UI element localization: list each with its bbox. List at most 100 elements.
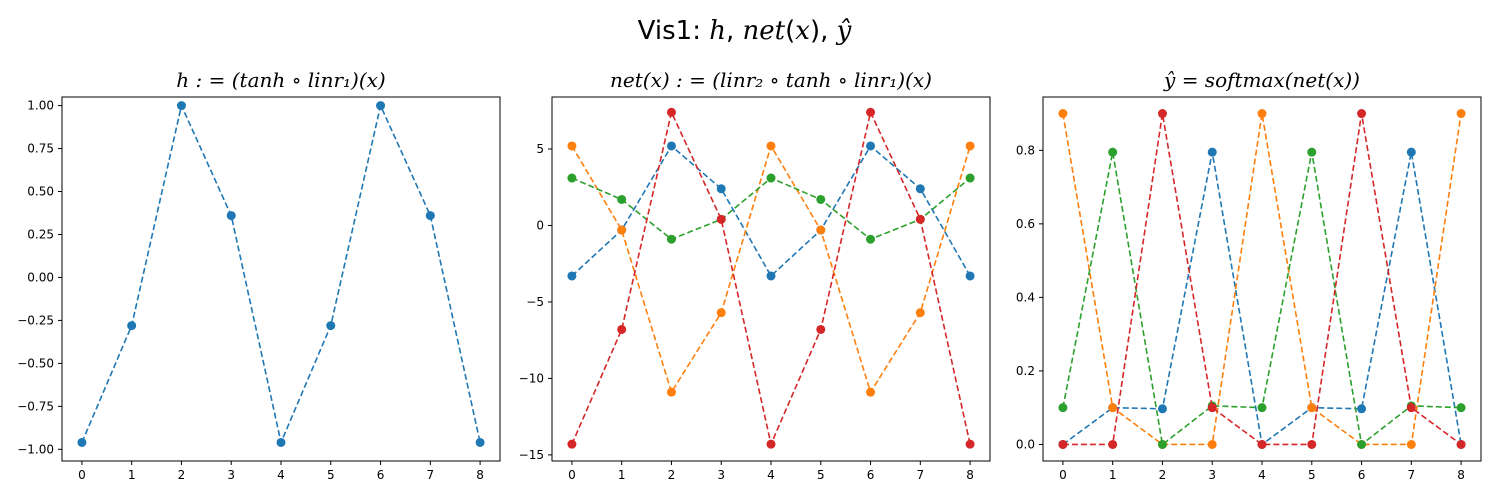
data-point bbox=[1108, 403, 1118, 413]
data-point bbox=[965, 439, 975, 449]
y-tick-label: 5 bbox=[536, 142, 544, 156]
data-point bbox=[666, 387, 676, 397]
data-point bbox=[1257, 403, 1267, 413]
data-point bbox=[915, 184, 925, 194]
data-point bbox=[766, 271, 776, 281]
data-point bbox=[915, 308, 925, 318]
x-tick-label: 2 bbox=[178, 468, 186, 482]
x-tick-label: 8 bbox=[1457, 468, 1465, 482]
data-point bbox=[1157, 109, 1167, 119]
data-point bbox=[965, 141, 975, 151]
x-tick-label: 1 bbox=[618, 468, 626, 482]
data-point bbox=[1157, 439, 1167, 449]
data-point bbox=[127, 321, 137, 331]
data-point bbox=[1357, 404, 1367, 414]
data-point bbox=[617, 324, 627, 334]
data-point bbox=[866, 141, 876, 151]
data-point bbox=[866, 387, 876, 397]
data-point bbox=[1207, 147, 1217, 157]
data-point bbox=[965, 173, 975, 183]
x-tick-label: 7 bbox=[1407, 468, 1415, 482]
data-point bbox=[1456, 439, 1466, 449]
axes-title: net(x) : = (linr₂ ∘ tanh ∘ linr₁)(x) bbox=[610, 68, 932, 92]
x-tick-label: 7 bbox=[916, 468, 924, 482]
data-point bbox=[1406, 439, 1416, 449]
panel-net: net(x) : = (linr₂ ∘ tanh ∘ linr₁)(x) 0 1 2 3… bbox=[519, 68, 991, 482]
data-point bbox=[567, 141, 577, 151]
y-tick-label: 0.0 bbox=[1016, 437, 1035, 451]
data-point bbox=[1108, 439, 1118, 449]
data-point bbox=[915, 214, 925, 224]
data-point bbox=[1257, 439, 1267, 449]
data-point bbox=[1357, 109, 1367, 119]
y-tick-label: −1.00 bbox=[17, 442, 54, 456]
data-point bbox=[617, 225, 627, 235]
x-tick-label: 7 bbox=[426, 468, 434, 482]
data-point bbox=[666, 107, 676, 117]
panel-softmax: ŷ = softmax(net(x)) 0 1 2 3 4 5 6 7 8 0.0 0.2 0.4 0.6… bbox=[1016, 68, 1482, 482]
figure-title: Vis1: h, net(x), ŷ bbox=[638, 16, 852, 46]
x-tick-label: 6 bbox=[1358, 468, 1366, 482]
y-tick-label: 0.2 bbox=[1016, 364, 1035, 378]
data-point bbox=[376, 101, 386, 111]
data-point bbox=[816, 194, 826, 204]
y-tick-label: −5 bbox=[526, 295, 544, 309]
data-point bbox=[176, 101, 186, 111]
x-tick-label: 2 bbox=[668, 468, 676, 482]
x-tick-label: 5 bbox=[817, 468, 825, 482]
x-tick-label: 0 bbox=[568, 468, 576, 482]
data-point bbox=[1257, 109, 1267, 119]
data-point bbox=[716, 184, 726, 194]
y-tick-label: 0.6 bbox=[1016, 217, 1035, 231]
x-tick-label: 3 bbox=[227, 468, 235, 482]
data-point bbox=[766, 439, 776, 449]
x-tick-label: 4 bbox=[767, 468, 775, 482]
data-point bbox=[1307, 403, 1317, 413]
y-tick-label: 0 bbox=[536, 218, 544, 232]
series-line bbox=[1062, 113, 1462, 446]
y-tick-label: −0.25 bbox=[17, 313, 54, 327]
data-point bbox=[666, 234, 676, 244]
data-point bbox=[77, 437, 87, 447]
data-point bbox=[226, 211, 236, 221]
data-point bbox=[567, 271, 577, 281]
y-tick-label: −0.50 bbox=[17, 356, 54, 370]
data-point bbox=[567, 173, 577, 183]
x-tick-label: 1 bbox=[128, 468, 136, 482]
y-tick-label: 0.50 bbox=[27, 185, 54, 199]
x-tick-label: 3 bbox=[717, 468, 725, 482]
data-point bbox=[1456, 403, 1466, 413]
x-tick-label: 8 bbox=[476, 468, 484, 482]
data-point bbox=[475, 437, 485, 447]
x-tick-label: 5 bbox=[1308, 468, 1316, 482]
data-point bbox=[1207, 439, 1217, 449]
y-tick-label: 1.00 bbox=[27, 99, 54, 113]
x-tick-label: 0 bbox=[78, 468, 86, 482]
x-tick-label: 5 bbox=[327, 468, 335, 482]
data-point bbox=[766, 141, 776, 151]
y-tick-label: 0.25 bbox=[27, 227, 54, 241]
data-point bbox=[425, 211, 435, 221]
data-point bbox=[1207, 403, 1217, 413]
data-point bbox=[1157, 404, 1167, 414]
data-point bbox=[617, 194, 627, 204]
data-point bbox=[1456, 109, 1466, 119]
data-point bbox=[766, 173, 776, 183]
x-tick-label: 6 bbox=[867, 468, 875, 482]
data-point bbox=[1108, 147, 1118, 157]
data-point bbox=[1058, 439, 1068, 449]
x-tick-label: 1 bbox=[1109, 468, 1117, 482]
data-point bbox=[1357, 439, 1367, 449]
x-tick-label: 3 bbox=[1208, 468, 1216, 482]
data-point bbox=[1058, 109, 1068, 119]
y-tick-label: −15 bbox=[519, 448, 544, 462]
data-point bbox=[716, 308, 726, 318]
data-point bbox=[866, 234, 876, 244]
axes-title: h : = (tanh ∘ linr₁)(x) bbox=[176, 68, 385, 92]
y-tick-label: −10 bbox=[519, 371, 544, 385]
y-tick-label: 0.00 bbox=[27, 270, 54, 284]
data-point bbox=[716, 214, 726, 224]
x-tick-label: 8 bbox=[966, 468, 974, 482]
data-point bbox=[816, 225, 826, 235]
data-point bbox=[1307, 147, 1317, 157]
